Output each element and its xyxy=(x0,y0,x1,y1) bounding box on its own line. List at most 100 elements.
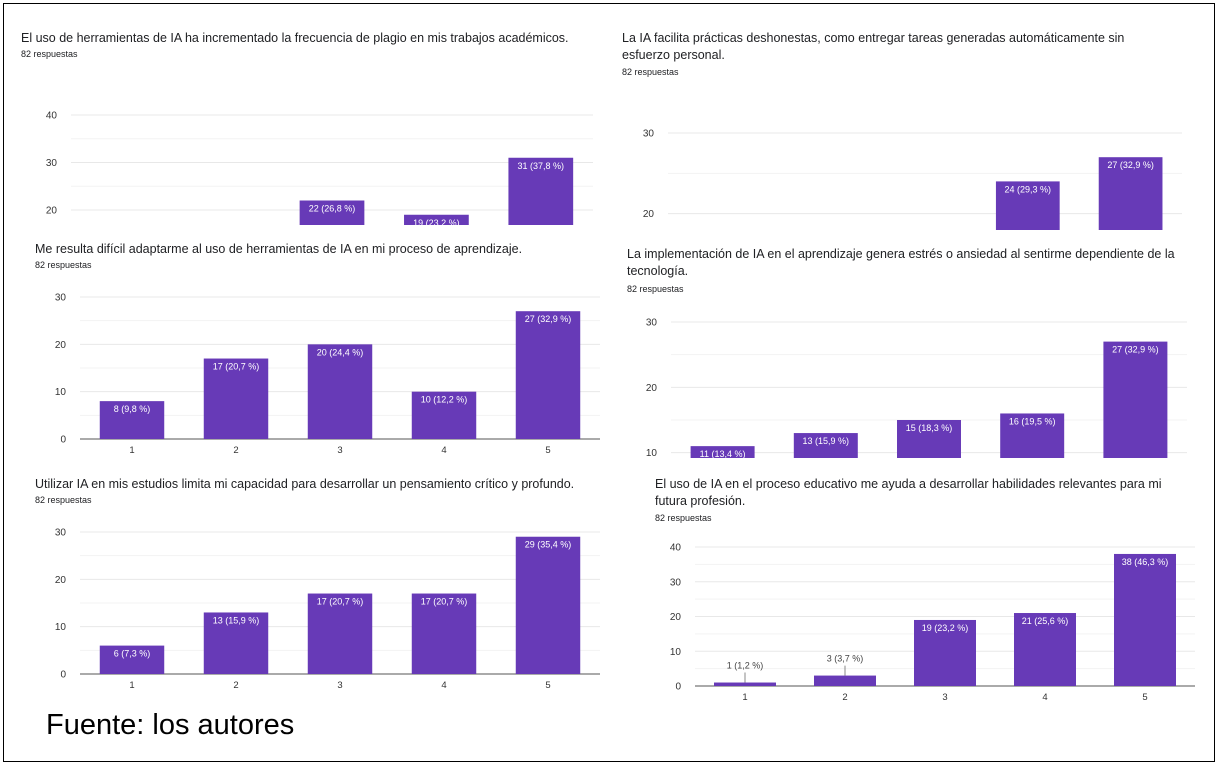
bar xyxy=(1114,553,1176,686)
chart-title: La IA facilita prácticas deshonestas, co… xyxy=(622,31,1125,62)
data-label: 24 (29,3 %) xyxy=(1005,184,1052,194)
chart-title: El uso de herramientas de IA ha incremen… xyxy=(21,31,569,45)
y-tick-label: 20 xyxy=(46,206,58,217)
chart-panel-pensamiento: Utilizar IA en mis estudios limita mi ca… xyxy=(35,476,605,696)
response-count: 82 respuestas xyxy=(655,513,712,523)
x-tick-label: 1 xyxy=(129,445,134,456)
y-tick-label: 0 xyxy=(60,435,66,446)
y-tick-label: 20 xyxy=(55,340,67,351)
bar xyxy=(515,536,581,674)
x-tick-label: 1 xyxy=(742,692,747,703)
bar xyxy=(793,433,858,458)
chart-title: Utilizar IA en mis estudios limita mi ca… xyxy=(35,477,575,491)
y-tick-label: 40 xyxy=(670,543,682,554)
data-label: 21 (25,6 %) xyxy=(1022,616,1069,626)
data-label: 13 (15,9 %) xyxy=(803,436,850,446)
bar xyxy=(508,157,574,225)
x-tick-label: 2 xyxy=(842,692,847,703)
response-count: 82 respuestas xyxy=(35,495,92,505)
bar-chart-habilidades: 0 10 20 30 40 1 (1,2 %) 1 3 (3,7 %) 2 19 (23,2 %)… xyxy=(670,543,1195,703)
y-tick-label: 40 xyxy=(46,111,58,122)
y-tick-label: 10 xyxy=(55,387,67,398)
response-count: 82 respuestas xyxy=(35,260,92,270)
bar-chart-deshonestas: 10203010 (12,2 %)17 (20,7 %)24 (29,3 %)2… xyxy=(643,129,1182,230)
bar xyxy=(1098,157,1163,230)
bar-chart-adaptarme: 0 10 20 30 8 (9,8 %) 1 17 (20,7 %) 2 20 (24,4 %)… xyxy=(55,293,600,456)
bar xyxy=(814,675,876,686)
bar xyxy=(203,358,269,439)
bar xyxy=(307,344,373,439)
data-label: 13 (15,9 %) xyxy=(213,615,260,625)
bar xyxy=(995,181,1060,230)
x-tick-label: 3 xyxy=(337,680,342,691)
response-count: 82 respuestas xyxy=(622,67,679,77)
x-tick-label: 5 xyxy=(1142,692,1147,703)
x-tick-label: 2 xyxy=(233,680,238,691)
data-label: 8 (9,8 %) xyxy=(114,404,151,414)
x-tick-label: 3 xyxy=(942,692,947,703)
y-tick-label: 10 xyxy=(646,448,658,458)
source-caption: Fuente: los autores xyxy=(46,709,295,741)
bar-chart-estres: 10 20 30 11 (13,4 %) 13 (15,9 %) 15 (18,3 %) 1… xyxy=(646,318,1187,458)
data-label: 29 (35,4 %) xyxy=(525,540,572,550)
bar xyxy=(99,645,165,674)
data-label: 27 (32,9 %) xyxy=(1112,345,1159,355)
y-tick-label: 10 xyxy=(670,647,682,658)
chart-panel-habilidades: El uso de IA en el proceso educativo me … xyxy=(655,476,1200,708)
x-tick-label: 4 xyxy=(1042,692,1047,703)
x-tick-label: 3 xyxy=(337,445,342,456)
data-label: 22 (26,8 %) xyxy=(309,204,356,214)
y-tick-label: 20 xyxy=(646,383,658,394)
y-tick-label: 20 xyxy=(643,209,655,220)
bar-chart-pensamiento: 0 10 20 30 6 (7,3 %) 1 13 (15,9 %) 2 17 (20,7 %)… xyxy=(55,528,600,691)
data-label: 31 (37,8 %) xyxy=(518,161,565,171)
data-label: 27 (32,9 %) xyxy=(525,314,572,324)
y-tick-label: 20 xyxy=(670,612,682,623)
x-tick-label: 5 xyxy=(545,445,550,456)
data-label: 17 (20,7 %) xyxy=(317,597,364,607)
x-tick-label: 4 xyxy=(441,680,446,691)
data-label: 17 (20,7 %) xyxy=(213,362,260,372)
y-tick-label: 30 xyxy=(55,528,67,539)
bar xyxy=(99,401,165,439)
chart-panel-estres: La implementación de IA en el aprendizaj… xyxy=(627,246,1192,458)
y-tick-label: 0 xyxy=(675,682,681,693)
y-tick-label: 10 xyxy=(55,622,67,633)
data-label: 38 (46,3 %) xyxy=(1122,557,1169,567)
bar xyxy=(1000,413,1065,458)
bar xyxy=(1014,613,1076,686)
chart-panel-deshonestas: La IA facilita prácticas deshonestas, co… xyxy=(622,30,1187,230)
bar xyxy=(897,420,961,458)
bar-chart-plagio: 102030404 (4,9 %)6 (7,3 %)22 (26,8 %)19 … xyxy=(46,111,593,225)
chart-panel-plagio: El uso de herramientas de IA ha incremen… xyxy=(21,30,601,225)
bar xyxy=(411,391,477,439)
bar xyxy=(203,612,269,674)
data-label: 11 (13,4 %) xyxy=(700,449,746,458)
bar xyxy=(1103,341,1168,458)
bar xyxy=(299,200,365,225)
y-tick-label: 30 xyxy=(646,318,658,329)
y-tick-label: 30 xyxy=(55,293,67,304)
data-label: 16 (19,5 %) xyxy=(1009,416,1056,426)
y-tick-label: 30 xyxy=(46,158,58,169)
data-label: 15 (18,3 %) xyxy=(906,423,953,433)
data-label: 17 (20,7 %) xyxy=(421,597,468,607)
chart-panel-adaptarme: Me resulta difícil adaptarme al uso de h… xyxy=(35,241,605,461)
data-label: 19 (23,2 %) xyxy=(922,623,969,633)
y-tick-label: 20 xyxy=(55,575,67,586)
bar xyxy=(411,593,477,674)
data-label: 3 (3,7 %) xyxy=(827,654,864,664)
bar xyxy=(515,311,581,439)
chart-title: El uso de IA en el proceso educativo me … xyxy=(655,477,1162,508)
x-tick-label: 5 xyxy=(545,680,550,691)
x-tick-label: 4 xyxy=(441,445,446,456)
y-tick-label: 30 xyxy=(670,577,682,588)
chart-title: Me resulta difícil adaptarme al uso de h… xyxy=(35,242,523,256)
data-label: 6 (7,3 %) xyxy=(114,649,151,659)
y-tick-label: 0 xyxy=(60,670,66,681)
bar xyxy=(307,593,373,674)
data-label: 20 (24,4 %) xyxy=(317,347,364,357)
x-tick-label: 2 xyxy=(233,445,238,456)
bar xyxy=(690,446,755,458)
x-tick-label: 1 xyxy=(129,680,134,691)
